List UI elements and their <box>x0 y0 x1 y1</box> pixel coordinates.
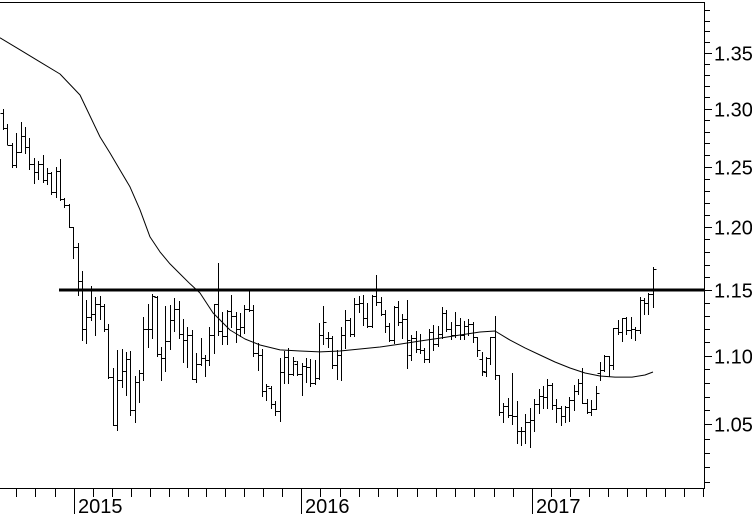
x-year-label: 2016 <box>305 496 350 518</box>
y-tick-label: 1.05 <box>714 415 752 437</box>
ohlc-bar <box>479 352 486 376</box>
ohlc-bar <box>290 357 297 376</box>
axes <box>0 2 705 489</box>
y-tick-label: 1.35 <box>714 44 752 66</box>
ohlc-bar <box>263 384 270 401</box>
y-axis: 1.05 1.10 1.15 1.20 1.25 1.30 1.35 <box>705 10 752 483</box>
y-tick-label: 1.30 <box>714 100 752 122</box>
x-year-label: 2017 <box>536 496 581 518</box>
y-tick-label: 1.15 <box>714 281 752 303</box>
ohlc-series <box>0 109 657 448</box>
x-axis: 2015 2016 2017 <box>16 489 704 518</box>
y-tick-label: 1.25 <box>714 158 752 180</box>
y-tick-label: 1.10 <box>714 347 752 369</box>
x-year-label: 2015 <box>78 496 123 518</box>
ohlc-bar <box>474 337 481 357</box>
ohlc-bar <box>149 294 156 339</box>
y-tick-label: 1.20 <box>714 218 752 240</box>
ohlc-bar <box>404 300 411 369</box>
ohlc-bar <box>320 306 327 345</box>
ohlc-bar <box>650 267 657 308</box>
moving-average-line <box>0 37 654 378</box>
ohlc-bar <box>593 386 600 410</box>
